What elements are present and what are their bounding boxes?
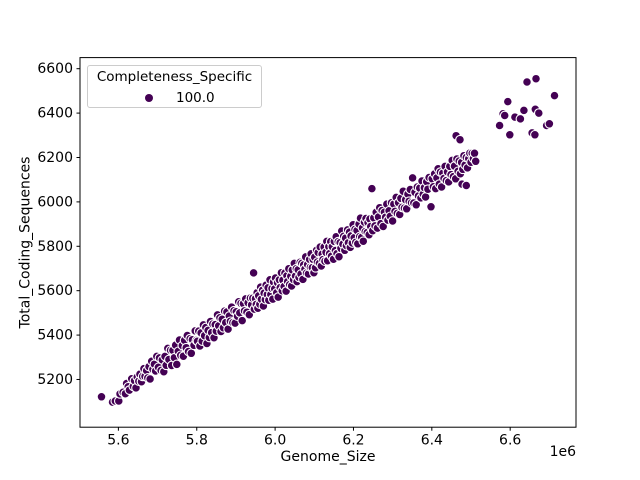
- x-tick-label: 5.6: [107, 433, 129, 449]
- x-tick-label: 6.4: [421, 433, 443, 449]
- y-tick-label: 6600: [37, 61, 73, 77]
- y-tick-label: 5400: [37, 328, 73, 344]
- data-point: [248, 268, 259, 278]
- data-point: [237, 315, 248, 326]
- data-point: [515, 114, 526, 124]
- y-tick-label: 6000: [37, 194, 73, 210]
- data-point: [531, 73, 541, 84]
- data-point: [367, 183, 377, 194]
- x-tick-label: 6.6: [499, 433, 521, 449]
- data-point: [499, 110, 510, 121]
- data-point: [411, 199, 422, 210]
- y-tick-label: 5600: [37, 283, 73, 299]
- y-tick-label: 6200: [37, 150, 73, 166]
- y-axis-label: Total_Coding_Sequences: [17, 156, 34, 329]
- data-point: [378, 221, 389, 232]
- legend-title: Completeness_Specific: [96, 69, 253, 85]
- data-point: [145, 374, 155, 384]
- y-tick-label: 6400: [37, 106, 73, 122]
- plot-border: [79, 57, 577, 428]
- legend-entry: 100.0: [88, 90, 261, 106]
- data-point: [519, 105, 529, 116]
- data-point: [171, 359, 182, 370]
- legend-marker-icon: [145, 94, 153, 102]
- data-point: [470, 156, 481, 167]
- data-point: [407, 173, 418, 183]
- data-point: [522, 77, 532, 87]
- y-tick-label: 5800: [37, 239, 73, 255]
- data-point: [494, 120, 505, 131]
- data-point: [358, 236, 369, 247]
- data-point: [436, 182, 447, 192]
- x-tick-label: 6.2: [342, 433, 364, 449]
- data-point: [387, 216, 398, 226]
- data-point: [533, 108, 544, 118]
- data-point: [426, 201, 436, 212]
- legend-entry-label: 100.0: [176, 90, 215, 106]
- x-tick-label: 6.0: [264, 433, 286, 449]
- legend: Completeness_Specific 100.0: [87, 65, 262, 108]
- data-point: [96, 391, 107, 402]
- data-point: [455, 134, 465, 145]
- data-point: [530, 129, 540, 140]
- x-axis-offset-label: 1e6: [549, 444, 576, 460]
- data-point: [544, 118, 555, 129]
- data-point: [504, 129, 515, 140]
- data-point: [186, 348, 197, 359]
- x-axis-label: Genome_Size: [280, 449, 376, 465]
- data-point: [469, 148, 480, 159]
- y-tick-label: 5200: [37, 372, 73, 388]
- data-point: [549, 90, 560, 101]
- x-tick-label: 5.8: [186, 433, 208, 449]
- data-point: [502, 96, 513, 107]
- data-point: [461, 180, 472, 191]
